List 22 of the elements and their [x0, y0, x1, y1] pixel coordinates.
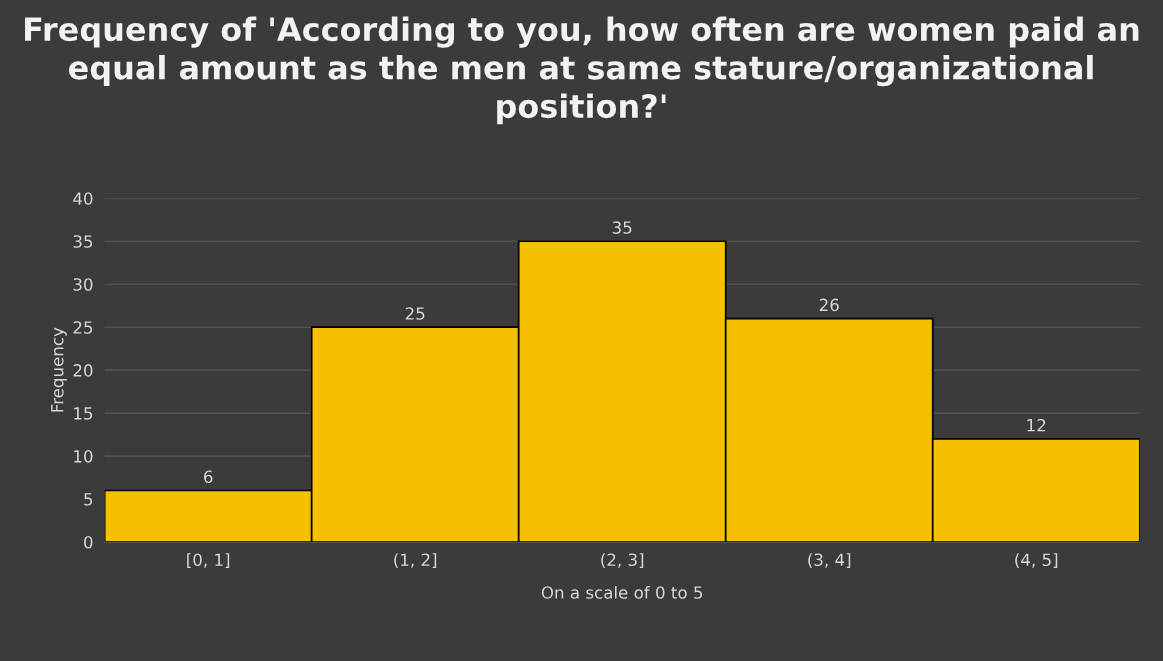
data-label: 6 [204, 470, 213, 484]
x-tick-label: (4, 5] [1015, 553, 1058, 568]
y-tick-label: 15 [74, 407, 93, 420]
x-tick-label: (1, 2] [394, 553, 437, 568]
data-label: 25 [405, 307, 425, 320]
y-tick-label: 10 [74, 450, 93, 463]
y-axis-title: Frequency [51, 327, 67, 412]
y-tick-label: 40 [73, 192, 93, 205]
y-tick-label: 5 [84, 493, 93, 506]
data-label: 35 [612, 221, 632, 234]
y-tick-label: 30 [73, 278, 93, 291]
y-tick-label: 0 [84, 535, 93, 549]
x-tick-label: (3, 4] [808, 553, 851, 568]
y-tick-label: 20 [73, 364, 93, 377]
data-label: 26 [819, 298, 839, 312]
y-tick-label: 35 [73, 235, 93, 248]
x-tick-label: [0, 1] [187, 553, 230, 568]
y-tick-label: 25 [73, 321, 93, 334]
chart-title: Frequency of 'According to you, how often are women paid an equal amount as the men at same stature/organizational position?' [25, 16, 1139, 125]
data-label: 12 [1027, 418, 1046, 432]
x-tick-label: (2, 3] [601, 553, 644, 568]
x-axis-title: On a scale of 0 to 5 [541, 585, 703, 599]
